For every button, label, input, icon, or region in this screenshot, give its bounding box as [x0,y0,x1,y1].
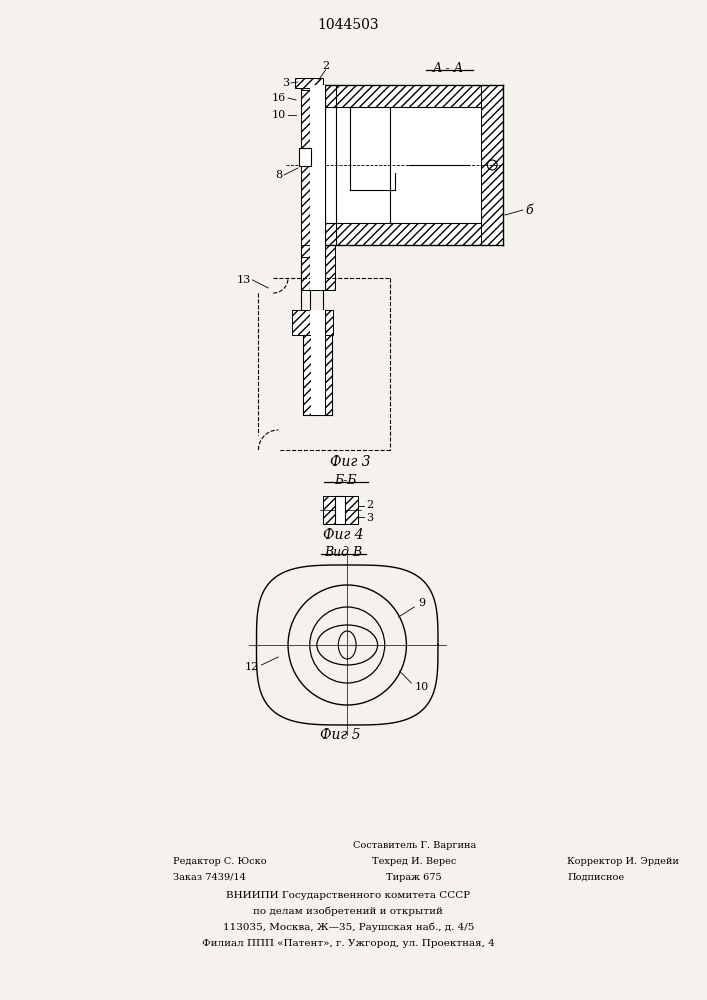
Bar [335,496,345,524]
Text: 2: 2 [366,500,373,510]
Text: Фиг 5: Фиг 5 [320,728,361,742]
Text: 1044503: 1044503 [317,18,379,32]
Text: 12: 12 [244,662,259,672]
Text: Подписное: Подписное [567,872,624,882]
Text: б: б [526,204,533,217]
Bar [301,78,322,90]
Text: Фиг 4: Фиг 4 [323,528,363,542]
Text: 113035, Москва, Ж—35, Раушская наб., д. 4/5: 113035, Москва, Ж—35, Раушская наб., д. … [223,922,474,932]
Bar [315,85,503,107]
Bar [310,85,325,290]
Text: Б-Б: Б-Б [334,474,356,487]
Bar [310,185,322,225]
Text: Техред И. Верес: Техред И. Верес [372,856,457,865]
Bar [299,148,311,166]
Bar [310,85,325,290]
Text: 2: 2 [322,61,329,71]
Text: ВНИИПИ Государственного комитета СССР: ВНИИПИ Государственного комитета СССР [226,890,470,900]
Bar [325,335,332,415]
Bar [310,310,325,335]
Bar [292,310,334,335]
Text: 10: 10 [414,682,428,692]
Bar [322,496,358,524]
Bar [295,78,322,88]
Bar [301,245,322,257]
Bar [481,85,503,245]
Text: Заказ 7439/14: Заказ 7439/14 [173,872,245,882]
Bar [310,105,322,145]
Text: Редактор С. Юско: Редактор С. Юско [173,856,267,865]
Bar [303,335,311,415]
Text: по делам изобретений и открытий: по делам изобретений и открытий [253,906,443,916]
Text: 3: 3 [282,78,289,88]
Text: Филиал ППП «Патент», г. Ужгород, ул. Проектная, 4: Филиал ППП «Патент», г. Ужгород, ул. Про… [201,938,495,948]
Text: Корректор И. Эрдейи: Корректор И. Эрдейи [567,856,679,865]
Bar [315,107,481,223]
Bar [301,85,335,290]
Bar [311,335,325,415]
Text: Фиг 3: Фиг 3 [330,455,370,469]
Text: 13: 13 [236,275,250,285]
Text: А - А: А - А [433,62,464,75]
Text: 16: 16 [271,93,286,103]
Text: Составитель Г. Варгина: Составитель Г. Варгина [353,840,476,850]
Bar [315,223,503,245]
Text: Тираж 675: Тираж 675 [387,872,442,882]
Text: 9: 9 [419,598,426,608]
Text: 8: 8 [275,170,282,180]
Text: Вид В: Вид В [325,546,363,558]
Text: 3: 3 [366,513,373,523]
Text: 10: 10 [271,110,286,120]
